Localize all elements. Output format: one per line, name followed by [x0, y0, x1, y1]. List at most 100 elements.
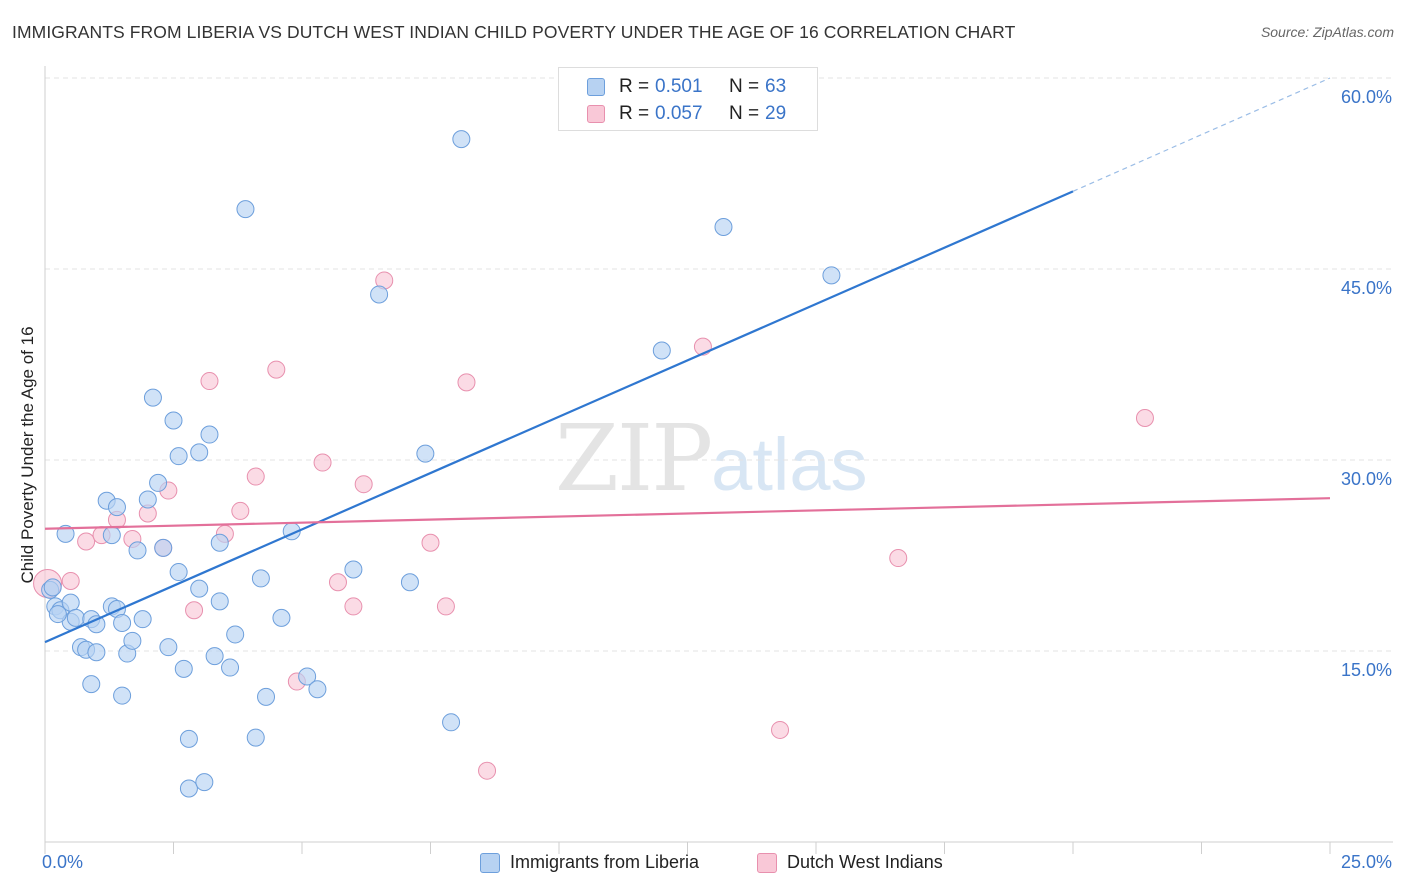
point-liberia	[82, 675, 101, 694]
point-liberia	[133, 610, 152, 629]
legend-n-label: N =	[729, 76, 760, 97]
trend-line-liberia	[44, 190, 1074, 644]
y-tick-label-15: 15.0%	[1340, 660, 1392, 680]
point-dutch-west-indians	[889, 549, 908, 568]
point-liberia	[246, 728, 265, 747]
point-liberia	[164, 411, 183, 430]
legend-r-label: R =	[619, 76, 650, 97]
point-dutch-west-indians	[457, 373, 476, 392]
point-dutch-west-indians	[1135, 408, 1154, 427]
legend-r-label: R =	[619, 103, 650, 124]
point-liberia	[200, 425, 219, 444]
legend-r-value: 0.057	[655, 103, 703, 124]
x-axis-min-label: 0.0%	[42, 852, 84, 872]
point-liberia	[56, 524, 75, 543]
point-liberia	[87, 615, 106, 634]
point-liberia	[174, 659, 193, 678]
point-liberia	[48, 605, 67, 624]
point-liberia	[251, 569, 270, 588]
bottom-legend-label-dutch-west-indians: Dutch West Indians	[787, 852, 943, 872]
point-liberia	[128, 541, 147, 560]
point-dutch-west-indians	[185, 601, 204, 620]
watermark-atlas: atlas	[711, 423, 868, 506]
point-liberia	[400, 573, 419, 592]
legend-n-value: 63	[765, 76, 787, 97]
correlation-legend: R = 0.501 N = 63 R = 0.057 N = 29	[558, 67, 818, 131]
legend-row-liberia: R = 0.501 N = 63	[587, 75, 786, 99]
point-liberia	[159, 638, 178, 657]
trend-line-liberia-extension	[1072, 77, 1331, 192]
point-liberia	[169, 563, 188, 582]
point-liberia	[113, 686, 132, 705]
point-liberia	[179, 779, 198, 798]
legend-swatch-dutch-west-indians	[587, 105, 605, 123]
chart-title: IMMIGRANTS FROM LIBERIA VS DUTCH WEST IN…	[12, 22, 1016, 42]
point-liberia	[221, 658, 240, 677]
point-liberia	[138, 490, 157, 509]
point-liberia	[149, 473, 168, 492]
point-liberia	[257, 687, 276, 706]
point-liberia	[123, 631, 142, 650]
point-liberia	[102, 526, 121, 545]
bottom-legend-dutch-west-indians: Dutch West Indians	[757, 852, 943, 873]
point-liberia	[66, 608, 85, 627]
trend-lines	[44, 77, 1331, 644]
point-liberia	[43, 578, 62, 597]
point-dutch-west-indians	[231, 501, 250, 520]
point-liberia	[87, 643, 106, 662]
point-dutch-west-indians	[436, 597, 455, 616]
legend-swatch-liberia	[587, 78, 605, 96]
y-tick-label-30: 30.0%	[1340, 469, 1392, 489]
point-liberia	[416, 444, 435, 463]
point-liberia	[308, 680, 327, 699]
bottom-legend-swatch-dutch-west-indians	[757, 852, 777, 873]
point-liberia	[714, 217, 733, 236]
legend-r-value: 0.501	[655, 76, 703, 97]
point-dutch-west-indians	[77, 532, 96, 551]
point-dutch-west-indians	[354, 475, 373, 494]
point-liberia	[298, 667, 317, 686]
point-dutch-west-indians	[328, 573, 347, 592]
point-liberia	[113, 613, 132, 632]
y-axis-title: Child Poverty Under the Age of 16	[18, 326, 37, 584]
point-liberia	[107, 498, 126, 517]
point-liberia	[226, 625, 245, 644]
point-liberia	[143, 388, 162, 407]
point-liberia	[195, 773, 214, 792]
point-liberia	[822, 266, 841, 285]
gridlines	[45, 77, 1393, 652]
point-liberia	[190, 579, 209, 598]
point-dutch-west-indians	[267, 360, 286, 379]
watermark-zip: ZIP	[555, 405, 713, 512]
point-dutch-west-indians	[771, 720, 790, 739]
point-dutch-west-indians	[478, 761, 497, 780]
series-liberia-points	[41, 130, 841, 798]
point-dutch-west-indians	[61, 571, 80, 590]
point-liberia	[210, 592, 229, 611]
watermark: ZIPatlas	[555, 405, 867, 512]
legend-n-label: N =	[729, 103, 760, 124]
point-liberia	[442, 713, 461, 732]
point-liberia	[210, 533, 229, 552]
source-label: Source: ZipAtlas.com	[1260, 24, 1394, 40]
point-liberia	[236, 200, 255, 219]
point-dutch-west-indians	[200, 372, 219, 391]
point-liberia	[272, 608, 291, 627]
point-dutch-west-indians	[421, 533, 440, 552]
point-liberia	[652, 341, 671, 360]
y-tick-label-60: 60.0%	[1340, 87, 1392, 107]
point-dutch-west-indians	[313, 453, 332, 472]
bottom-legend-label-liberia: Immigrants from Liberia	[510, 852, 700, 872]
point-liberia	[154, 538, 173, 557]
point-dutch-west-indians	[246, 467, 265, 486]
point-liberia	[344, 560, 363, 579]
point-liberia	[190, 443, 209, 462]
point-liberia	[452, 130, 471, 149]
axes	[44, 66, 1393, 854]
trend-line-dutch-west-indians	[44, 497, 1331, 530]
bottom-legend-swatch-liberia	[480, 852, 500, 873]
point-dutch-west-indians	[344, 597, 363, 616]
point-liberia	[169, 447, 188, 466]
point-liberia	[370, 285, 389, 304]
